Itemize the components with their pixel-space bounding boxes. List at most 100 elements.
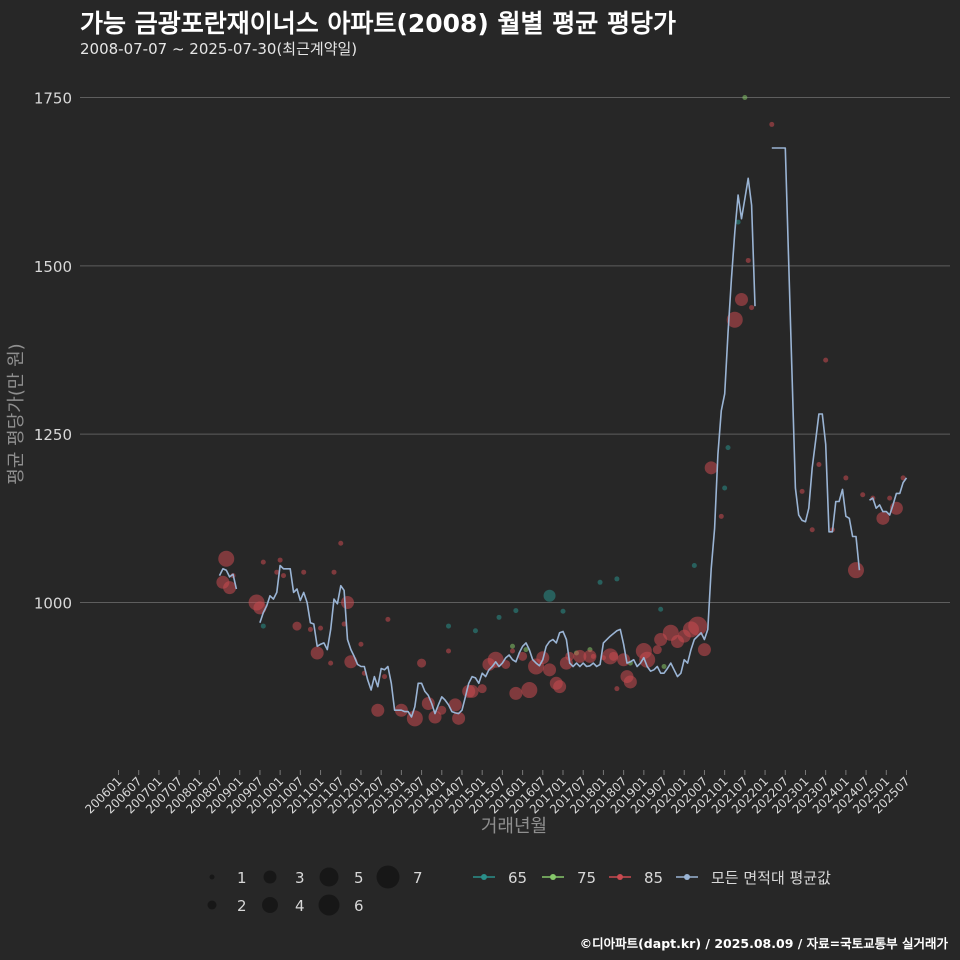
average-line-segment-0 xyxy=(218,567,238,590)
point-85-2 xyxy=(223,581,237,595)
x-tick-labels: 2006012006072007012007072008012008072009… xyxy=(82,770,913,817)
point-85-47 xyxy=(543,663,557,677)
color-legend-label-3: 모든 면적대 평균값 xyxy=(711,869,831,887)
color-legend-label-1: 75 xyxy=(577,869,596,887)
y-tick-label-1250: 1250 xyxy=(34,426,72,444)
size-legend-label-3: 3 xyxy=(295,869,305,887)
point-85-32 xyxy=(446,648,452,654)
color-legend-dot-0 xyxy=(481,874,487,880)
point-85-49 xyxy=(553,680,567,694)
point-85-10 xyxy=(292,621,302,631)
size-legend-dot-2 xyxy=(207,900,217,910)
point-85-6 xyxy=(260,559,266,565)
average-line-segment-3 xyxy=(869,477,908,516)
size-legend-dot-4 xyxy=(262,897,278,913)
credit-text: ©디아파트(dapt.kr) / 2025.08.09 / 자료=국토교통부 실… xyxy=(579,936,948,951)
point-65-7 xyxy=(597,579,603,585)
size-legend-dot-6 xyxy=(318,894,340,916)
point-75-0 xyxy=(510,643,515,649)
x-axis-label: 거래년월 xyxy=(481,816,547,837)
size-legend-label-6: 6 xyxy=(354,897,364,915)
size-legend-label-5: 5 xyxy=(354,869,364,887)
point-65-2 xyxy=(472,628,478,634)
point-85-53 xyxy=(583,649,597,663)
point-85-20 xyxy=(344,655,358,669)
series-average-line xyxy=(218,147,908,718)
size-legend-label-1: 1 xyxy=(237,869,247,887)
point-85-77 xyxy=(749,305,755,311)
point-85-29 xyxy=(421,697,435,710)
point-85-76 xyxy=(745,257,751,263)
point-65-5 xyxy=(543,589,556,602)
point-85-37 xyxy=(477,684,487,694)
point-85-81 xyxy=(816,461,822,467)
point-65-11 xyxy=(722,485,728,491)
point-65-9 xyxy=(658,606,664,612)
point-85-25 xyxy=(385,616,391,622)
point-85-89 xyxy=(887,495,893,501)
size-legend-label-7: 7 xyxy=(413,869,423,887)
point-85-8 xyxy=(277,557,283,563)
point-85-72 xyxy=(704,461,718,475)
point-85-64 xyxy=(652,645,662,655)
point-85-91 xyxy=(900,475,906,481)
point-85-63 xyxy=(639,651,656,668)
point-85-70 xyxy=(688,616,708,636)
size-legend-dot-3 xyxy=(263,870,277,884)
point-85-82 xyxy=(823,357,829,363)
point-85-75 xyxy=(734,293,748,306)
series-85-points xyxy=(216,121,906,727)
point-65-13 xyxy=(735,219,741,225)
point-85-5 xyxy=(253,601,267,615)
point-85-14 xyxy=(318,625,324,631)
chart-title: 가능 금광포란재이너스 아파트(2008) 월별 평균 평당가 xyxy=(80,9,676,38)
point-85-79 xyxy=(799,488,805,494)
y-tick-label-1000: 1000 xyxy=(34,595,72,613)
point-85-84 xyxy=(843,475,849,481)
point-85-71 xyxy=(697,643,711,657)
y-axis-label: 평균 평당가(만 원) xyxy=(6,343,27,484)
point-85-44 xyxy=(521,682,538,699)
point-85-39 xyxy=(487,651,504,668)
point-65-8 xyxy=(614,576,620,582)
point-85-15 xyxy=(328,660,334,666)
color-legend-label-2: 85 xyxy=(644,869,663,887)
series-65-points xyxy=(260,219,741,634)
point-85-74 xyxy=(726,311,743,328)
point-85-88 xyxy=(876,511,890,525)
point-85-86 xyxy=(860,492,866,498)
point-85-33 xyxy=(448,698,462,712)
point-65-10 xyxy=(691,562,697,568)
color-legend: 65 75 85 모든 면적대 평균값 xyxy=(473,869,831,887)
point-85-43 xyxy=(518,651,528,661)
size-legend-label-4: 4 xyxy=(295,897,305,915)
size-legend-dot-7 xyxy=(376,865,400,889)
point-75-1 xyxy=(523,647,529,653)
point-85-31 xyxy=(437,705,447,715)
point-85-30 xyxy=(428,710,442,724)
point-65-3 xyxy=(496,614,502,620)
color-legend-dot-1 xyxy=(550,874,556,880)
point-85-16 xyxy=(331,569,337,575)
point-75-6 xyxy=(742,95,748,100)
point-85-41 xyxy=(510,648,515,654)
y-tick-labels: 1000 1250 1500 1750 xyxy=(34,90,72,613)
point-85-58 xyxy=(614,686,620,692)
point-85-34 xyxy=(452,711,466,725)
point-85-57 xyxy=(609,651,619,661)
color-legend-dot-3 xyxy=(684,874,690,880)
point-65-1 xyxy=(446,623,452,629)
point-65-4 xyxy=(513,608,519,614)
size-legend-label-2: 2 xyxy=(237,897,247,915)
color-legend-label-0: 65 xyxy=(508,869,527,887)
chart-subtitle: 2008-07-07 ~ 2025-07-30(최근계약일) xyxy=(80,40,358,58)
point-85-19 xyxy=(340,596,354,609)
point-65-0 xyxy=(260,623,266,629)
point-85-23 xyxy=(371,703,385,717)
point-85-9 xyxy=(281,573,287,579)
point-85-21 xyxy=(358,641,364,647)
point-85-80 xyxy=(809,527,815,533)
average-line-segment-1 xyxy=(259,177,756,718)
point-85-78 xyxy=(769,121,775,127)
